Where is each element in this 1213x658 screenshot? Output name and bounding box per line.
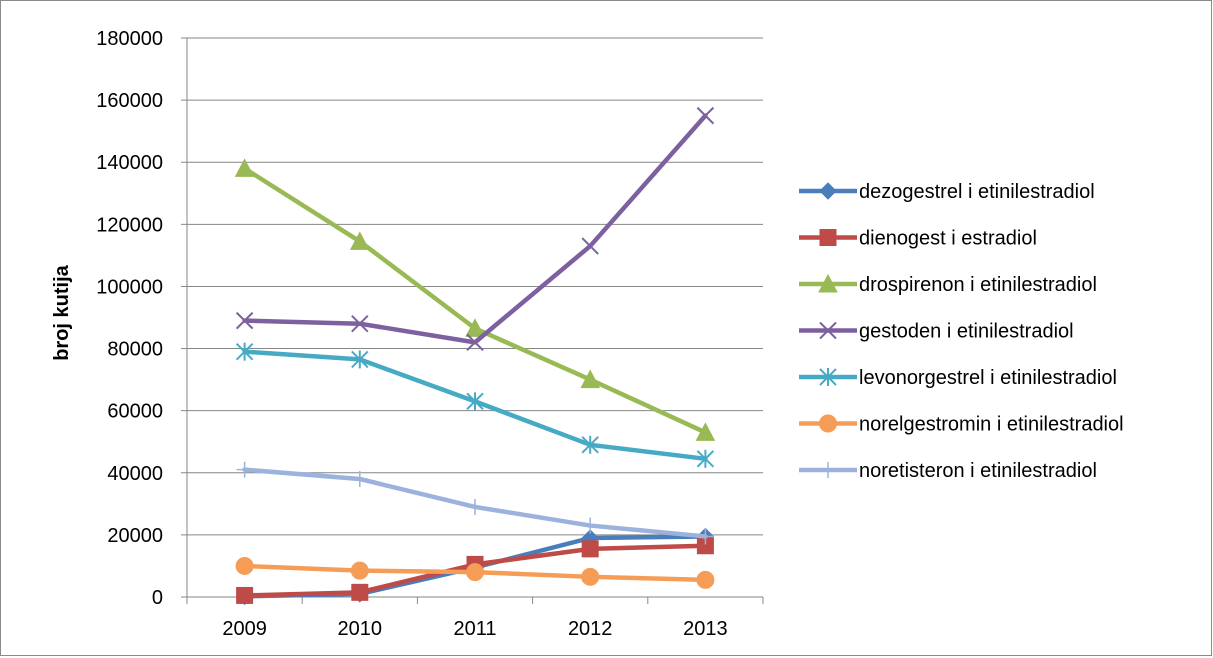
data-point bbox=[235, 342, 254, 361]
y-tick-label: 160000 bbox=[96, 90, 163, 112]
data-point bbox=[581, 567, 600, 586]
data-point bbox=[465, 318, 485, 337]
data-point bbox=[466, 333, 484, 352]
data-point bbox=[697, 528, 714, 545]
data-point bbox=[581, 237, 599, 255]
data-point bbox=[466, 392, 484, 411]
legend-item-7: noretisteron i etinilestradiol bbox=[799, 460, 1097, 482]
legend-item-5: levonorgestrel i etinilestradiol bbox=[799, 367, 1117, 389]
legend-item-3: drospirenon i etinilestradiol bbox=[799, 273, 1097, 296]
legend-item-2: dienogest i estradiol bbox=[799, 228, 1037, 250]
data-point bbox=[696, 570, 715, 589]
y-tick-label: 60000 bbox=[107, 401, 163, 423]
data-point bbox=[236, 586, 254, 604]
legend-marker bbox=[818, 273, 838, 293]
data-point bbox=[236, 461, 253, 478]
data-point bbox=[696, 449, 715, 468]
legend-marker bbox=[819, 368, 837, 386]
y-tick-labels: 0 20000 40000 60000 80000 100000 120000 140000 1… bbox=[96, 28, 163, 609]
legend-label: noretisteron i etinilestradiol bbox=[859, 460, 1097, 482]
data-point bbox=[581, 435, 599, 454]
data-point bbox=[466, 563, 484, 582]
data-point bbox=[235, 311, 254, 330]
legend-label: levonorgestrel i etinilestradiol bbox=[859, 367, 1117, 389]
series-5 bbox=[235, 342, 715, 468]
legend-label: gestoden i etinilestradiol bbox=[859, 321, 1074, 343]
legend-marker bbox=[820, 462, 836, 478]
data-point bbox=[467, 498, 483, 515]
y-tick-label: 100000 bbox=[96, 276, 163, 298]
series-line bbox=[242, 113, 708, 345]
data-point bbox=[351, 315, 369, 333]
y-tick-label: 180000 bbox=[96, 28, 163, 50]
x-tick-label: 2009 bbox=[222, 618, 267, 640]
y-tick-label: 120000 bbox=[96, 214, 163, 236]
data-point bbox=[234, 158, 255, 177]
data-point bbox=[351, 470, 368, 487]
legend-marker bbox=[819, 321, 837, 340]
x-tick-label: 2012 bbox=[568, 618, 613, 640]
series-3 bbox=[234, 158, 716, 441]
legend-item-4: gestoden i etinilestradiol bbox=[799, 321, 1074, 343]
y-axis-title: broj kutija bbox=[51, 264, 73, 360]
legend-label: dienogest i estradiol bbox=[859, 228, 1037, 250]
legend: dezogestrel i etinilestradiol dienogest i… bbox=[799, 181, 1124, 482]
y-tick-label: 20000 bbox=[107, 525, 163, 547]
y-tick-label: 40000 bbox=[107, 463, 163, 485]
data-point bbox=[696, 106, 715, 125]
gridlines bbox=[187, 37, 763, 536]
legend-marker bbox=[819, 229, 837, 246]
series-4 bbox=[235, 106, 715, 352]
x-tick-label: 2013 bbox=[683, 618, 728, 640]
y-tick-label: 140000 bbox=[96, 152, 163, 174]
legend-marker bbox=[819, 414, 837, 433]
data-point bbox=[582, 517, 599, 534]
x-tick-labels: 2009 2010 2011 2012 2013 bbox=[222, 618, 727, 640]
data-point bbox=[235, 556, 254, 575]
legend-label: drospirenon i etinilestradiol bbox=[859, 274, 1097, 296]
data-point bbox=[695, 422, 716, 441]
legend-label: norelgestromin i etinilestradiol bbox=[859, 414, 1124, 436]
data-point bbox=[349, 231, 370, 250]
data-point bbox=[351, 583, 369, 601]
legend-label: dezogestrel i etinilestradiol bbox=[859, 181, 1095, 203]
series-lines bbox=[234, 106, 716, 606]
data-point bbox=[350, 561, 369, 580]
data-point bbox=[351, 350, 369, 369]
y-tick-label: 0 bbox=[152, 587, 163, 609]
series-7 bbox=[236, 461, 714, 545]
series-6 bbox=[235, 556, 715, 589]
legend-marker bbox=[819, 182, 837, 200]
y-tick-label: 80000 bbox=[107, 339, 163, 361]
legend-item-1: dezogestrel i etinilestradiol bbox=[799, 181, 1095, 203]
x-tick-label: 2010 bbox=[338, 618, 383, 640]
data-point bbox=[580, 369, 601, 389]
x-tick-label: 2011 bbox=[453, 618, 496, 640]
legend-item-6: norelgestromin i etinilestradiol bbox=[799, 414, 1124, 436]
data-point bbox=[581, 540, 599, 558]
